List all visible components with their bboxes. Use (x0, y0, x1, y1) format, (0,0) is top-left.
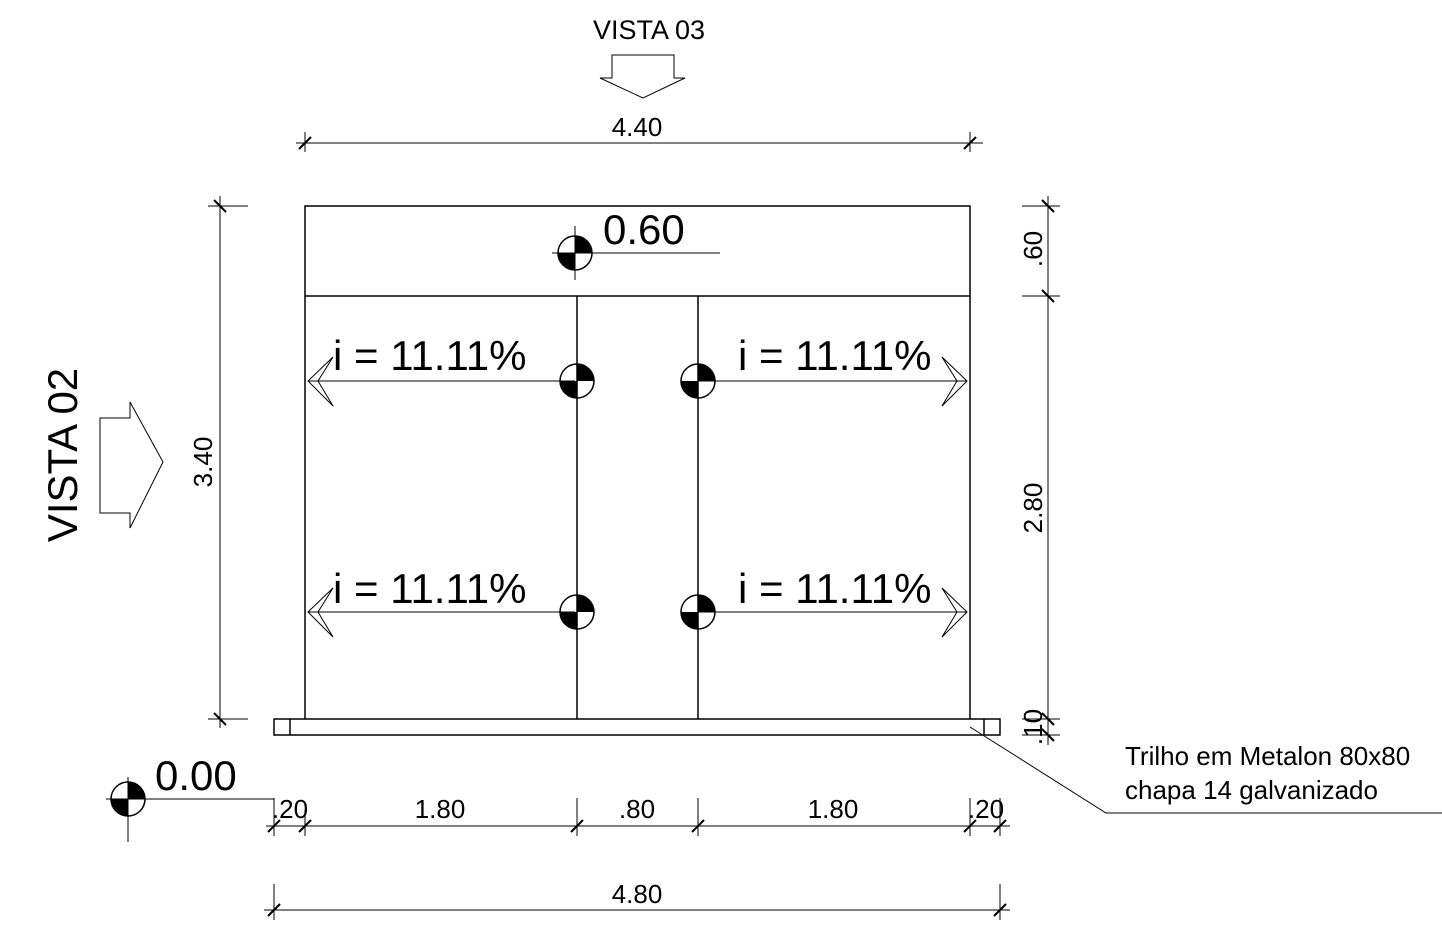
rail-note: Trilho em Metalon 80x80 chapa 14 galvani… (969, 726, 1442, 814)
dimension-overall-bottom-label: 4.80 (612, 879, 663, 909)
rail-note-line1: Trilho em Metalon 80x80 (1125, 741, 1410, 771)
vista-02-marker: VISTA 02 (39, 368, 164, 542)
dimension-right-bottom-label: .10 (1018, 709, 1048, 745)
dimension-bottom-segment-5: .20 (968, 794, 1004, 824)
slope-label-upper-right: i = 11.11% (738, 332, 931, 379)
dimension-bottom-segment-3: .80 (619, 794, 655, 824)
dimension-left-height: 3.40 (188, 196, 248, 728)
dimension-right-middle-label: 2.80 (1018, 483, 1048, 534)
dimension-right-top-label: .60 (1018, 231, 1048, 267)
slope-arrow-upper-right: i = 11.11% (680, 332, 968, 407)
dimension-bottom-segment-1: .20 (272, 794, 308, 824)
vista-02-label: VISTA 02 (39, 368, 86, 542)
slope-label-upper-left: i = 11.11% (333, 332, 526, 379)
vista-03-arrow-icon (599, 54, 686, 99)
dimension-bottom-segment-2: 1.80 (415, 794, 466, 824)
vista-03-label: VISTA 03 (593, 15, 705, 45)
level-top-label: 0.60 (603, 206, 685, 253)
level-base-label: 0.00 (155, 752, 237, 799)
rail-note-line2: chapa 14 galvanizado (1125, 775, 1378, 805)
metalon-rail (273, 718, 1001, 736)
slope-label-lower-right: i = 11.11% (738, 565, 931, 612)
dimension-right-chain: .60 2.80 .10 (1018, 196, 1060, 745)
slope-label-lower-left: i = 11.11% (333, 565, 526, 612)
level-marker-base: 0.00 (106, 752, 274, 842)
vista-02-arrow-icon (99, 401, 164, 529)
dimension-overall-bottom: 4.80 (264, 879, 1010, 920)
slope-arrow-lower-right: i = 11.11% (680, 565, 968, 638)
dimension-overall-top-label: 4.40 (612, 112, 663, 142)
dimension-overall-top: 4.40 (296, 112, 983, 152)
dimension-left-height-label: 3.40 (188, 437, 218, 488)
dimension-bottom-chain: .20 1.80 .80 1.80 .20 (266, 794, 1010, 836)
slope-arrow-lower-left: i = 11.11% (307, 565, 595, 638)
slope-arrow-upper-left: i = 11.11% (307, 332, 595, 407)
dimension-bottom-segment-4: 1.80 (808, 794, 859, 824)
vista-03-marker: VISTA 03 (593, 15, 705, 99)
roof-outline (304, 205, 971, 719)
level-marker-top: 0.60 (552, 206, 720, 280)
roof-top-strip (304, 205, 971, 297)
